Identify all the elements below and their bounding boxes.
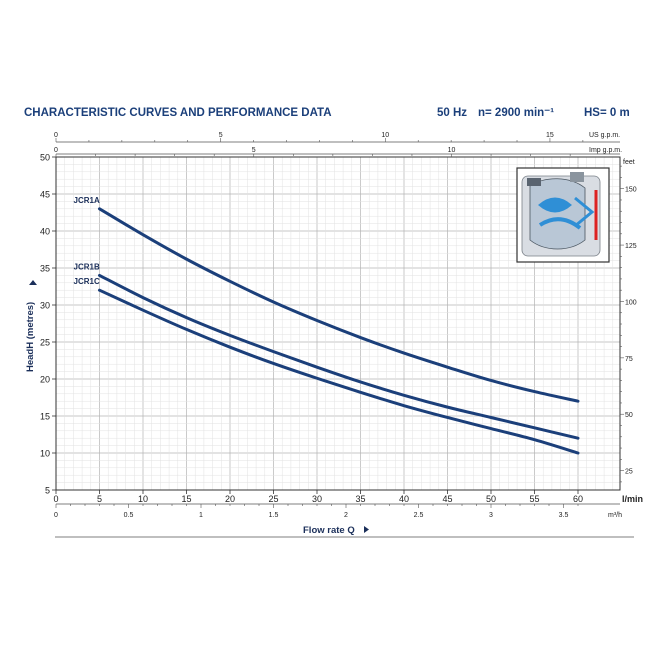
y-axis: 5 10 15 20 25 30 35 40 45 50: [40, 153, 56, 496]
imp-gpm-unit-label: Imp g.p.m.: [589, 147, 622, 154]
feet-unit-label: feet: [623, 159, 635, 166]
y-axis-arrow-icon: [29, 280, 37, 285]
frequency-label: 50 Hz: [437, 107, 467, 119]
feet-tick-label: 50: [625, 412, 633, 419]
x-axis: 0 5 10 15 20 25 30 35 40 45 50 55 60 l/min: [53, 489, 643, 504]
m3h-axis: 0 0.5 1 1.5 2 2.5 3 3.5 m³/h: [54, 503, 622, 519]
x-tick-label: 45: [442, 494, 452, 504]
feet-tick-label: 150: [625, 187, 637, 194]
x-axis-arrow-icon: [364, 526, 369, 533]
chart-title: CHARACTERISTIC CURVES AND PERFORMANCE DA…: [24, 107, 332, 119]
series-label-jcr1b: JCR1B: [74, 262, 100, 271]
imp-gpm-tick-label: 5: [252, 147, 256, 154]
x-tick-label: 30: [312, 494, 322, 504]
suction-head-label: HS= 0 m: [584, 107, 630, 119]
x-tick-label: 35: [355, 494, 365, 504]
x-tick-label: 0: [53, 494, 58, 504]
x-tick-label: 40: [399, 494, 409, 504]
y-tick-label: 40: [40, 227, 50, 237]
x-tick-label: 55: [529, 494, 539, 504]
series-group: JCR1A JCR1B JCR1C: [74, 196, 580, 455]
right-axis: 25 50 75 100 125 150 feet: [620, 159, 637, 483]
imp-gpm-tick-label: 0: [54, 147, 58, 154]
us-gpm-tick-label: 10: [381, 132, 389, 139]
x-tick-label: 50: [486, 494, 496, 504]
series-line-jcr1a: [98, 207, 580, 403]
m3h-tick-label: 2: [344, 512, 348, 519]
x-tick-label: 60: [573, 494, 583, 504]
pump-cross-section-icon: [516, 167, 610, 263]
m3h-unit-label: m³/h: [608, 512, 622, 519]
y-tick-label: 5: [45, 486, 50, 496]
us-gpm-tick-label: 5: [219, 132, 223, 139]
feet-tick-label: 125: [625, 243, 637, 250]
m3h-tick-label: 1: [199, 512, 203, 519]
y-tick-label: 15: [40, 412, 50, 422]
speed-label: n= 2900 min⁻¹: [478, 107, 554, 119]
m3h-tick-label: 1.5: [269, 512, 279, 519]
m3h-tick-label: 3: [489, 512, 493, 519]
us-gpm-unit-label: US g.p.m.: [589, 132, 620, 139]
series-line-jcr1c: [98, 288, 580, 455]
m3h-tick-label: 3.5: [559, 512, 569, 519]
y-tick-label: 10: [40, 449, 50, 459]
y-tick-label: 25: [40, 338, 50, 348]
us-gpm-tick-label: 15: [546, 132, 554, 139]
x-unit-label: l/min: [622, 494, 643, 504]
feet-tick-label: 75: [625, 356, 633, 363]
series-line-jcr1b: [98, 273, 580, 440]
x-tick-label: 5: [97, 494, 102, 504]
y-axis-title: HeadH (metres): [25, 302, 36, 372]
us-gpm-tick-label: 0: [54, 132, 58, 139]
y-tick-label: 35: [40, 264, 50, 274]
feet-tick-label: 100: [625, 299, 637, 306]
m3h-tick-label: 2.5: [414, 512, 424, 519]
y-tick-label: 50: [40, 153, 50, 163]
y-tick-label: 45: [40, 190, 50, 200]
m3h-tick-label: 0.5: [124, 512, 134, 519]
x-tick-label: 25: [268, 494, 278, 504]
imp-gpm-tick-label: 10: [448, 147, 456, 154]
m3h-tick-label: 0: [54, 512, 58, 519]
x-tick-label: 10: [138, 494, 148, 504]
top-axes: 0 5 10 15 US g.p.m. 0 5 10 Imp g.p.m.: [54, 132, 622, 157]
y-tick-label: 30: [40, 301, 50, 311]
series-label-jcr1c: JCR1C: [74, 277, 100, 286]
series-label-jcr1a: JCR1A: [74, 196, 100, 205]
y-tick-label: 20: [40, 375, 50, 385]
x-axis-title: Flow rate Q: [303, 525, 355, 536]
x-tick-label: 15: [181, 494, 191, 504]
x-tick-label: 20: [225, 494, 235, 504]
feet-tick-label: 25: [625, 469, 633, 476]
